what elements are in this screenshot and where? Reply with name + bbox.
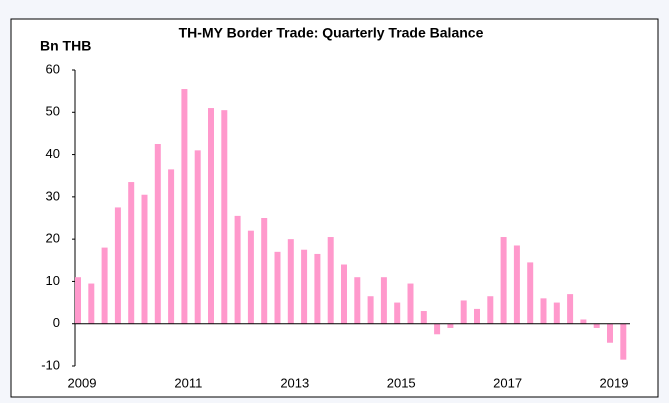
bar (194, 150, 201, 324)
chart-frame (10, 18, 659, 398)
bar (341, 264, 347, 324)
bar (420, 311, 427, 324)
bar (513, 245, 520, 324)
bar (101, 247, 108, 324)
chart-title: TH-MY Border Trade: Quarterly Trade Bala… (179, 25, 484, 41)
bar (301, 249, 308, 324)
y-tick-label: 30 (46, 188, 60, 203)
bar (580, 319, 587, 324)
x-tick-label: 2013 (280, 375, 309, 390)
bar (181, 89, 188, 324)
bar (354, 277, 361, 324)
bar (540, 298, 547, 324)
y-tick-label: 10 (46, 273, 60, 288)
bar (394, 302, 401, 324)
bar (527, 262, 534, 324)
bar (380, 277, 387, 324)
bar (314, 253, 321, 324)
y-tick-label: -10 (41, 357, 60, 372)
bar (221, 110, 228, 324)
bar (474, 308, 480, 324)
bar (487, 296, 494, 324)
y-tick-label: 40 (46, 146, 60, 161)
bar (447, 323, 454, 328)
bar (141, 194, 148, 324)
y-tick-label: 60 (46, 61, 60, 76)
x-tick-label: 2019 (600, 375, 629, 390)
bar (208, 108, 214, 324)
y-tick-label: 20 (46, 231, 60, 246)
bar (407, 283, 414, 324)
x-tick-label: 2011 (174, 375, 202, 390)
bar (287, 239, 294, 324)
bar (500, 237, 507, 324)
bar (261, 218, 268, 324)
bar (88, 283, 95, 324)
x-tick-label: 2015 (387, 375, 416, 390)
bar (553, 302, 560, 324)
bar (274, 251, 281, 324)
bar (460, 300, 467, 324)
y-tick-label: 0 (53, 315, 60, 330)
bar (234, 215, 241, 324)
y-tick-label: 50 (46, 104, 60, 119)
bar (327, 237, 334, 324)
y-axis-label: Bn THB (40, 38, 91, 54)
bar (620, 323, 627, 360)
bar (168, 169, 175, 324)
x-tick-label: 2017 (493, 375, 522, 390)
bar (75, 277, 81, 324)
bar (434, 323, 441, 335)
bar (593, 323, 600, 328)
bar (128, 182, 135, 324)
bar (247, 230, 254, 324)
x-tick-label: 2009 (68, 375, 97, 390)
bar (367, 296, 374, 324)
bar (607, 323, 613, 343)
bar (567, 294, 574, 324)
bar (114, 207, 121, 324)
bar (154, 144, 161, 324)
